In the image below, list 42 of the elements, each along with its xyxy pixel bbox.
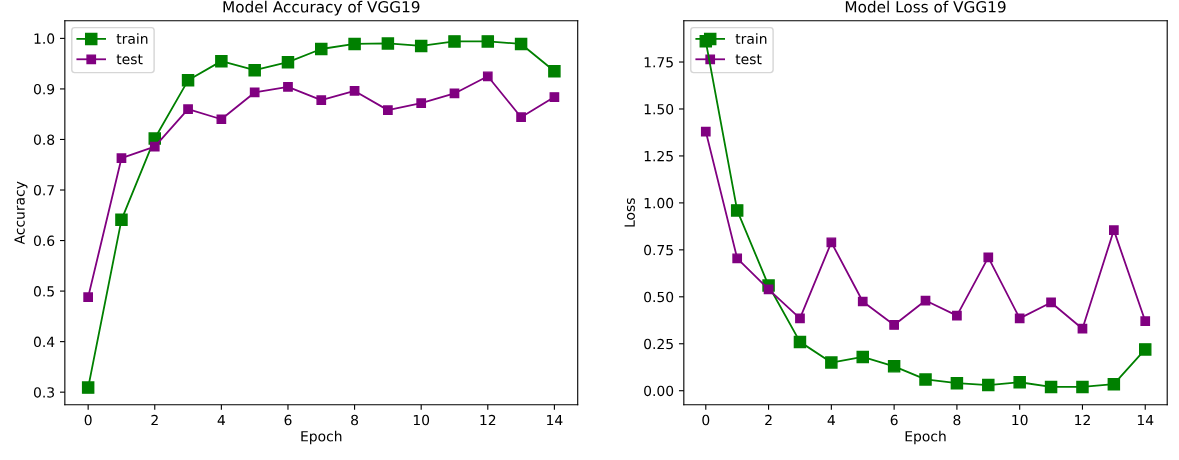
x-tick-label: 12 bbox=[480, 414, 496, 426]
x-tick-label: 2 bbox=[151, 414, 158, 426]
legend-label: test bbox=[735, 54, 762, 65]
x-tick-label: 4 bbox=[217, 414, 226, 426]
y-axis-title: Accuracy bbox=[14, 181, 28, 245]
x-tick-label: 0 bbox=[84, 414, 92, 426]
x-tick-label: 6 bbox=[890, 414, 898, 426]
y-tick-label: 1.50 bbox=[644, 103, 674, 115]
y-tick-label: 1.75 bbox=[644, 57, 673, 68]
y-tick-label: 0.50 bbox=[644, 291, 674, 303]
y-tick-label: 0.3 bbox=[33, 387, 55, 398]
x-tick-label: 10 bbox=[1012, 414, 1028, 426]
x-tick-label: 14 bbox=[1137, 414, 1154, 426]
x-tick-label: 6 bbox=[284, 414, 292, 426]
y-tick-label: 0.75 bbox=[644, 244, 673, 256]
y-tick-label: 0.9 bbox=[33, 83, 55, 95]
y-tick-label: 0.7 bbox=[33, 184, 54, 196]
x-tick-label: 14 bbox=[547, 414, 563, 426]
y-tick-label: 0.6 bbox=[33, 235, 55, 247]
y-tick-label: 0.8 bbox=[33, 134, 55, 145]
y-tick-label: 0.4 bbox=[33, 336, 55, 348]
legend-label: train bbox=[735, 33, 767, 44]
y-axis-title: Loss bbox=[624, 198, 635, 227]
legend-label: test bbox=[116, 54, 143, 65]
y-tick-label: 1.25 bbox=[644, 150, 673, 162]
y-tick-label: 1.00 bbox=[644, 197, 674, 209]
x-tick-label: 4 bbox=[827, 414, 835, 426]
x-tick-label: 12 bbox=[1075, 414, 1090, 426]
x-axis-title: Epoch bbox=[905, 430, 946, 445]
x-tick-label: 8 bbox=[953, 414, 961, 426]
chart-title: Model Accuracy of VGG19 bbox=[223, 0, 420, 16]
x-tick-label: 8 bbox=[351, 414, 359, 426]
y-tick-label: 1.0 bbox=[34, 33, 55, 44]
x-tick-label: 0 bbox=[702, 414, 710, 426]
x-tick-label: 10 bbox=[413, 414, 430, 426]
x-axis-title: Epoch bbox=[301, 430, 342, 445]
y-tick-label: 0.25 bbox=[644, 338, 673, 350]
y-tick-label: 0.00 bbox=[644, 385, 674, 397]
y-tick-label: 0.5 bbox=[33, 286, 54, 297]
x-tick-label: 2 bbox=[765, 414, 772, 426]
legend-label: train bbox=[116, 33, 148, 44]
chart-title: Model Loss of VGG19 bbox=[845, 0, 1006, 13]
